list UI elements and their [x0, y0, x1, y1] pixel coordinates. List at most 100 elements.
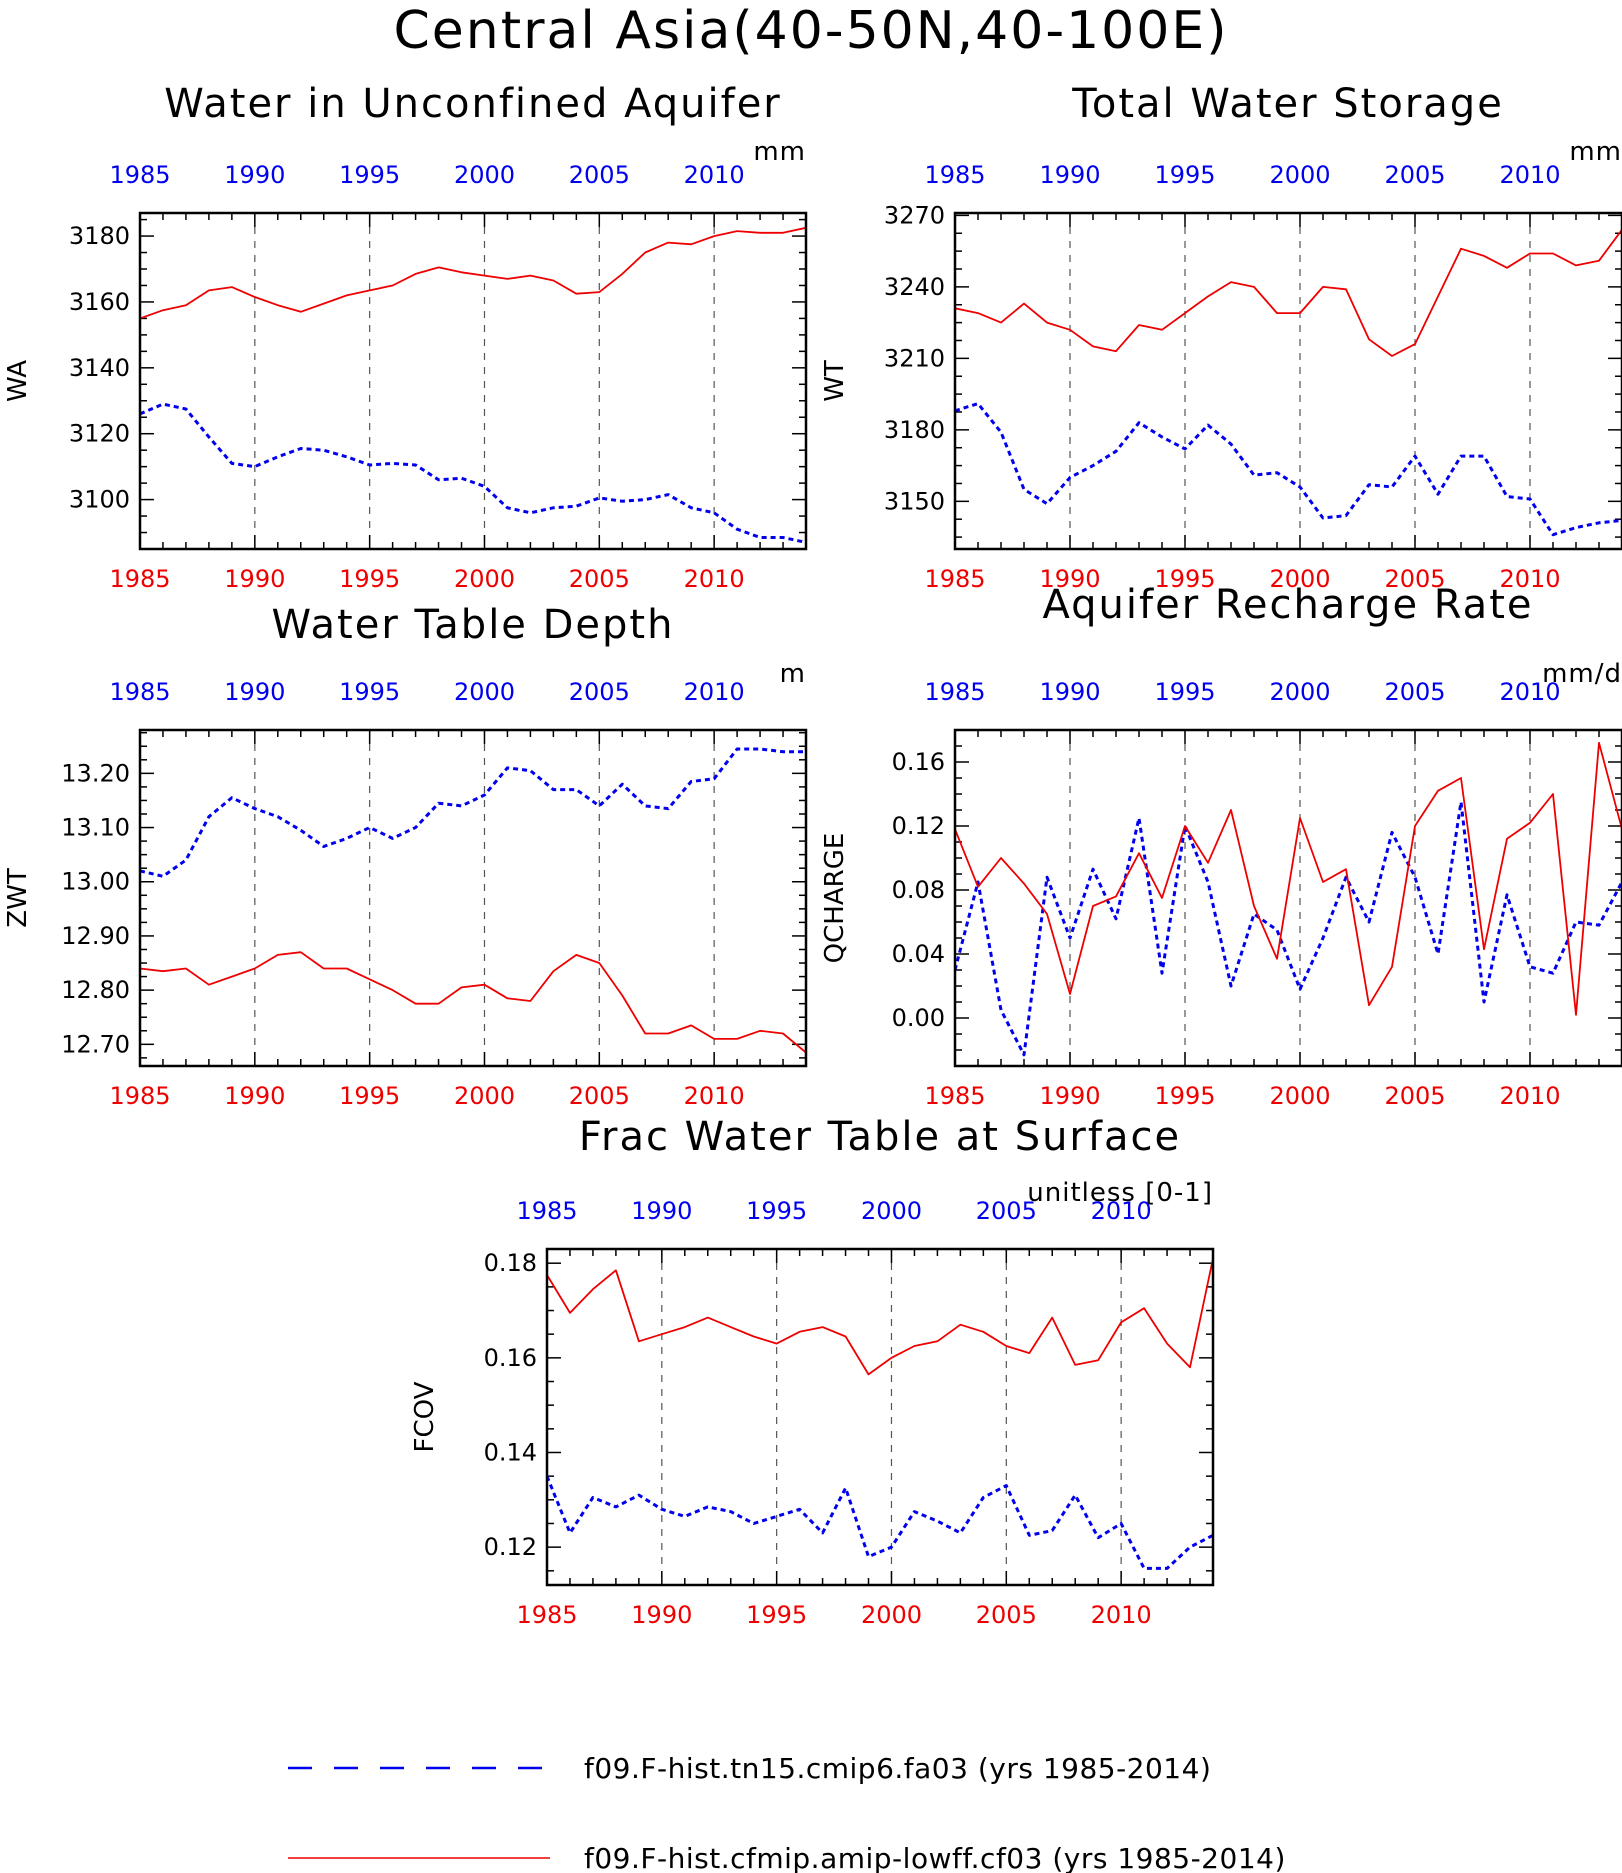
y-tick-label: 0.16 — [484, 1344, 537, 1372]
panel-title: Total Water Storage — [1071, 81, 1504, 127]
series-b-line — [955, 229, 1622, 357]
y-tick-label: 0.04 — [892, 940, 945, 968]
unit-label: unitless [0-1] — [1027, 1178, 1213, 1208]
x-tick-label-top: 1985 — [516, 1197, 577, 1225]
series-a-line — [955, 402, 1622, 537]
x-tick-label-bottom: 2000 — [454, 565, 515, 593]
y-tick-label: 3160 — [69, 288, 130, 316]
panel-5: Frac Water Table at Surface unitless [0-1… — [410, 1114, 1215, 1629]
legend-label-series-a: f09.F-hist.tn15.cmip6.fa03 (yrs 1985-201… — [584, 1752, 1211, 1785]
y-tick-label: 13.10 — [61, 814, 130, 842]
x-tick-label-top: 2010 — [1091, 1197, 1152, 1225]
unit-label: m — [780, 659, 806, 689]
series-a-line — [140, 747, 806, 878]
y-tick-label: 0.00 — [892, 1004, 945, 1032]
x-tick-label-top: 2005 — [569, 161, 630, 189]
panel-1: Water in Unconfined Aquifer mm WA 1985 1985 1… — [3, 81, 808, 593]
y-tick-label: 3180 — [69, 222, 130, 250]
plot-frame — [138, 728, 808, 1068]
x-tick-label-top: 2000 — [861, 1197, 922, 1225]
unit-label: mm — [753, 137, 806, 167]
x-tick-label-top: 1985 — [924, 678, 985, 706]
y-axis-label: FCOV — [410, 1381, 440, 1452]
x-tick-label-bottom: 1995 — [339, 565, 400, 593]
x-tick-label-bottom: 2005 — [976, 1601, 1037, 1629]
series-b-line — [140, 951, 806, 1054]
y-axis-label: WT — [820, 360, 850, 402]
panel-title: Water Table Depth — [272, 602, 675, 648]
x-tick-label-top: 1995 — [1154, 161, 1215, 189]
x-tick-label-bottom: 1995 — [746, 1601, 807, 1629]
x-tick-label-bottom: 2005 — [1384, 565, 1445, 593]
y-tick-label: 3270 — [884, 201, 945, 229]
panel-3: Water Table Depth m ZWT 1985 1985 1990 1990 199… — [3, 602, 808, 1110]
plot-frame — [953, 728, 1622, 1068]
y-tick-label: 13.20 — [61, 759, 130, 787]
y-tick-label: 3120 — [69, 420, 130, 448]
x-tick-label-bottom: 1990 — [631, 1601, 692, 1629]
y-tick-label: 3240 — [884, 273, 945, 301]
x-tick-label-bottom: 1990 — [224, 565, 285, 593]
y-tick-label: 0.08 — [892, 876, 945, 904]
x-tick-label-top: 1990 — [1039, 161, 1100, 189]
x-tick-label-top: 1985 — [109, 161, 170, 189]
x-tick-label-top: 2000 — [454, 678, 515, 706]
y-tick-label: 3180 — [884, 416, 945, 444]
x-tick-label-top: 2005 — [976, 1197, 1037, 1225]
x-tick-label-bottom: 2000 — [454, 1082, 515, 1110]
y-tick-label: 0.14 — [484, 1438, 537, 1466]
x-tick-label-top: 1985 — [924, 161, 985, 189]
figure-title: Central Asia(40-50N,40-100E) — [394, 1, 1229, 61]
y-tick-label: 0.16 — [892, 748, 945, 776]
x-tick-label-top: 2010 — [1499, 678, 1560, 706]
panel-4: Aquifer Recharge Rate mm/d QCHARGE 1985 1985… — [820, 582, 1622, 1110]
x-tick-label-bottom: 1985 — [924, 565, 985, 593]
series-a-line — [140, 402, 806, 544]
panel-title: Frac Water Table at Surface — [579, 1114, 1181, 1160]
plot-frame — [138, 211, 808, 551]
x-tick-label-top: 1990 — [224, 161, 285, 189]
x-tick-label-bottom: 1985 — [109, 1082, 170, 1110]
y-axis-label: QCHARGE — [820, 833, 850, 964]
panels: Water in Unconfined Aquifer mm WA 1985 1985 1… — [3, 81, 1622, 1629]
x-tick-label-bottom: 2010 — [684, 1082, 745, 1110]
x-tick-label-top: 1995 — [746, 1197, 807, 1225]
y-tick-label: 0.18 — [484, 1249, 537, 1277]
x-tick-label-bottom: 2005 — [569, 565, 630, 593]
y-axis-label: ZWT — [3, 868, 33, 928]
y-tick-label: 3150 — [884, 487, 945, 515]
x-tick-label-bottom: 2010 — [1499, 565, 1560, 593]
unit-label: mm — [1569, 137, 1622, 167]
x-tick-label-top: 1995 — [339, 678, 400, 706]
series-b-line — [547, 1258, 1213, 1376]
y-tick-label: 12.90 — [61, 922, 130, 950]
x-tick-label-bottom: 2000 — [861, 1601, 922, 1629]
y-tick-label: 12.80 — [61, 976, 130, 1004]
y-tick-label: 3140 — [69, 354, 130, 382]
x-tick-label-bottom: 2000 — [1269, 565, 1330, 593]
y-axis-label: WA — [3, 360, 33, 402]
unit-label: mm/d — [1542, 659, 1622, 689]
y-tick-label: 0.12 — [484, 1533, 537, 1561]
x-tick-label-top: 2010 — [1499, 161, 1560, 189]
panel-2: Total Water Storage mm WT 1985 1985 1990 1990 1… — [820, 81, 1622, 593]
x-tick-label-top: 1990 — [631, 1197, 692, 1225]
panel-title: Aquifer Recharge Rate — [1042, 582, 1533, 628]
legend-label-series-b: f09.F-hist.cfmip.amip-lowff.cf03 (yrs 19… — [584, 1842, 1286, 1873]
x-tick-label-bottom: 1995 — [1154, 1082, 1215, 1110]
y-tick-label: 13.00 — [61, 868, 130, 896]
y-tick-label: 0.12 — [892, 812, 945, 840]
x-tick-label-bottom: 1995 — [1154, 565, 1215, 593]
y-tick-label: 12.70 — [61, 1030, 130, 1058]
x-tick-label-top: 1990 — [1039, 678, 1100, 706]
x-tick-label-bottom: 1985 — [109, 565, 170, 593]
x-tick-label-bottom: 2000 — [1269, 1082, 1330, 1110]
x-tick-label-bottom: 1985 — [924, 1082, 985, 1110]
y-tick-label: 3210 — [884, 344, 945, 372]
x-tick-label-top: 2010 — [684, 161, 745, 189]
x-tick-label-bottom: 1990 — [224, 1082, 285, 1110]
x-tick-label-bottom: 1995 — [339, 1082, 400, 1110]
series-a-line — [955, 800, 1622, 1057]
x-tick-label-bottom: 2010 — [1091, 1601, 1152, 1629]
